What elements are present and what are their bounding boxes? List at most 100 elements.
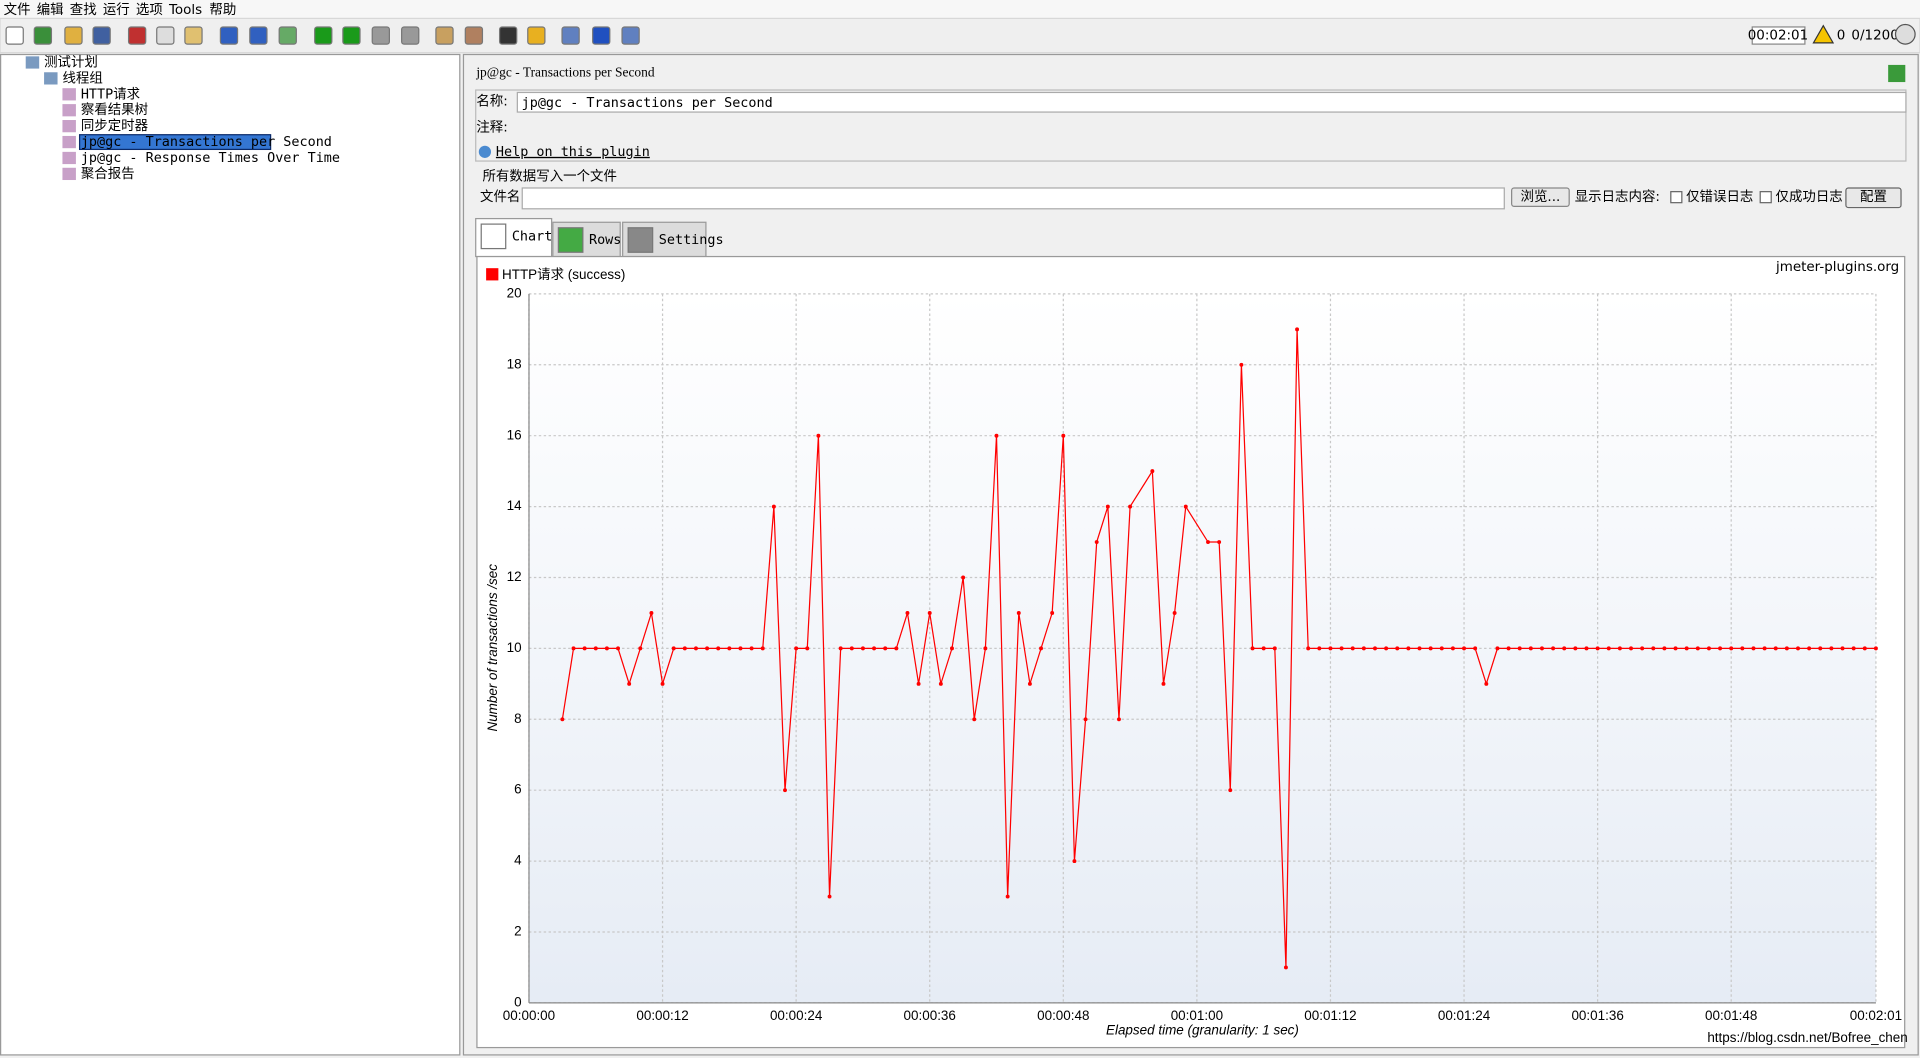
- data-point: [1039, 646, 1043, 651]
- toolbar-button[interactable]: [498, 26, 518, 45]
- thread-count: 0/1200: [1851, 29, 1898, 44]
- help-icon: [478, 145, 492, 158]
- menu-item[interactable]: 帮助: [209, 2, 236, 18]
- y-tick-label: 20: [507, 285, 522, 300]
- y-tick-label: 18: [507, 356, 522, 371]
- data-point: [1562, 646, 1567, 651]
- errors-checkbox[interactable]: [1670, 191, 1683, 204]
- menu-item[interactable]: 查找: [70, 2, 97, 18]
- data-point: [1417, 646, 1422, 651]
- data-point: [727, 646, 732, 651]
- tree-icon: [62, 120, 76, 133]
- data-point: [671, 646, 676, 651]
- x-tick-label: 00:00:12: [636, 1008, 688, 1023]
- data-point: [1161, 681, 1166, 686]
- data-point: [1484, 681, 1489, 686]
- tab-label[interactable]: Chart: [512, 229, 553, 244]
- toolbar-button[interactable]: [249, 26, 268, 45]
- chart-watermark: jmeter-plugins.org: [1775, 260, 1899, 275]
- menu-item[interactable]: 编辑: [37, 2, 64, 18]
- data-point: [1662, 646, 1667, 651]
- toolbar-button[interactable]: [561, 26, 580, 45]
- x-tick-label: 00:01:24: [1438, 1008, 1491, 1023]
- y-tick-label: 2: [514, 924, 521, 939]
- tree-node[interactable]: 线程组: [62, 70, 102, 86]
- data-point: [1684, 646, 1689, 651]
- y-tick-label: 0: [514, 994, 521, 1009]
- toolbar-button[interactable]: [278, 26, 297, 45]
- configure-text: 配置: [1860, 190, 1887, 205]
- toolbar-button[interactable]: [527, 26, 546, 45]
- tree-node[interactable]: 同步定时器: [81, 118, 149, 134]
- tree-icon: [62, 151, 76, 165]
- data-point: [1150, 469, 1155, 474]
- toolbar-button[interactable]: [592, 26, 611, 45]
- data-point: [950, 646, 954, 651]
- data-point: [1172, 610, 1177, 615]
- data-point: [1239, 362, 1244, 367]
- warning-count: 0: [1837, 29, 1846, 44]
- menu-item[interactable]: 文件: [4, 2, 31, 18]
- menu-item[interactable]: 选项: [136, 2, 163, 18]
- data-point: [927, 610, 932, 615]
- data-point: [560, 717, 565, 722]
- tree-node[interactable]: 聚合报告: [81, 166, 135, 182]
- toolbar-button[interactable]: [184, 26, 203, 45]
- data-point: [760, 646, 765, 651]
- toolbar-button[interactable]: [92, 26, 111, 45]
- data-point: [771, 504, 776, 509]
- browse-button[interactable]: [1511, 187, 1570, 207]
- data-point: [1462, 646, 1467, 651]
- data-point: [682, 646, 687, 651]
- data-point: [1272, 646, 1277, 651]
- name-input[interactable]: [516, 91, 1907, 113]
- tree-icon: [62, 104, 76, 117]
- tree-node[interactable]: HTTP请求: [81, 86, 140, 102]
- data-point: [805, 646, 810, 651]
- data-point: [1339, 646, 1344, 651]
- toolbar-button[interactable]: [64, 26, 83, 45]
- help-link[interactable]: Help on this plugin: [496, 145, 650, 160]
- data-point: [1606, 646, 1611, 651]
- toolbar-button[interactable]: [219, 26, 239, 45]
- expand-icon[interactable]: [1888, 64, 1906, 83]
- data-point: [1473, 646, 1478, 651]
- toolbar-button[interactable]: [5, 26, 24, 45]
- toolbar-button[interactable]: [435, 26, 454, 45]
- tree-icon: [62, 135, 76, 149]
- toolbar-button[interactable]: [464, 26, 484, 45]
- data-point: [660, 681, 665, 686]
- toolbar-button[interactable]: [33, 26, 53, 45]
- data-point: [1807, 646, 1812, 651]
- tab-label[interactable]: Settings: [659, 233, 724, 248]
- toolbar-button[interactable]: [401, 26, 420, 45]
- toolbar-button[interactable]: [621, 26, 640, 45]
- tree-node[interactable]: 察看结果树: [81, 101, 148, 118]
- toolbar-button[interactable]: [371, 26, 390, 45]
- tree-selection: [78, 134, 272, 151]
- data-point: [1762, 646, 1767, 651]
- data-point: [1395, 646, 1400, 651]
- toolbar-button[interactable]: [156, 26, 175, 45]
- data-point: [983, 646, 988, 651]
- data-point: [1094, 540, 1099, 544]
- toolbar-button[interactable]: [127, 26, 147, 45]
- success-checkbox[interactable]: [1759, 191, 1772, 204]
- x-tick-label: 00:01:12: [1304, 1008, 1356, 1023]
- tree-node[interactable]: 测试计划: [44, 54, 98, 70]
- data-point: [1595, 646, 1600, 651]
- menu-item[interactable]: Tools: [168, 3, 202, 18]
- status-icon: [1894, 23, 1916, 45]
- data-point: [1306, 646, 1311, 651]
- file-input[interactable]: [521, 187, 1505, 210]
- data-point: [1217, 540, 1222, 544]
- configure-button[interactable]: [1845, 187, 1902, 209]
- tab-label[interactable]: Rows: [589, 233, 621, 248]
- x-tick-label: 00:00:48: [1037, 1008, 1089, 1023]
- tree-node[interactable]: jp@gc - Transactions per Second: [81, 135, 332, 150]
- tree-node[interactable]: jp@gc - Response Times Over Time: [81, 151, 340, 166]
- toolbar-button[interactable]: [342, 26, 361, 45]
- menu-item[interactable]: 运行: [103, 2, 130, 18]
- data-point: [1384, 646, 1389, 651]
- toolbar-button[interactable]: [314, 26, 333, 45]
